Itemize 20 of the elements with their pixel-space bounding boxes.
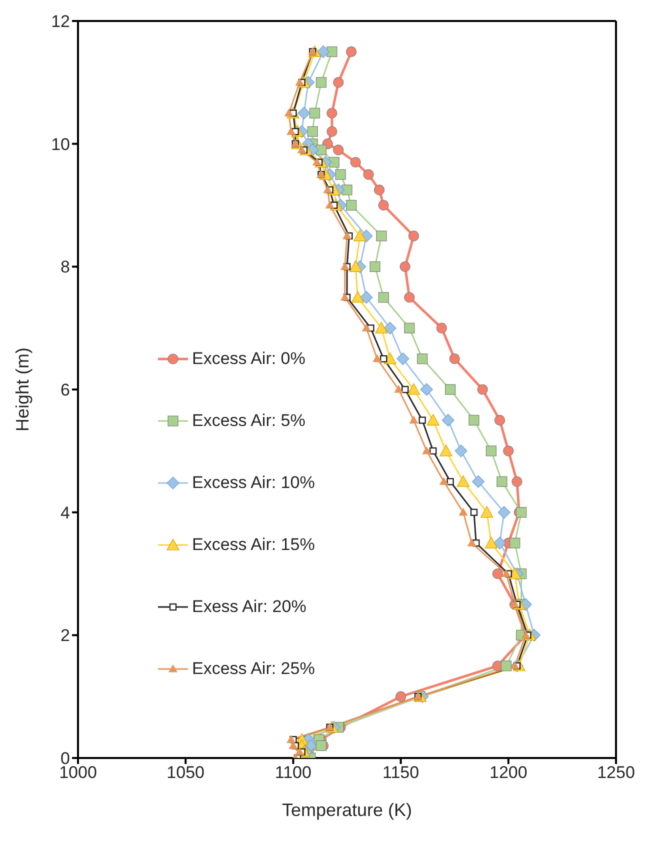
x-tick-label: 1050 [166,763,205,782]
legend-label: Excess Air: 15% [192,535,315,555]
y-tick-label: 12 [51,12,70,32]
y-tick-label: 8 [60,258,70,277]
y-tick-label: 4 [60,503,70,522]
x-tick-label: 1000 [59,763,97,782]
legend-label: Excess Air: 0% [192,349,306,369]
y-axis-title: Height (m) [12,347,32,432]
x-tick-label: 1150 [382,763,420,782]
y-tick-label: 2 [60,626,70,646]
legend-label: Excess Air: 25% [192,659,315,679]
y-tick-label: 10 [51,134,70,154]
x-axis-title: Temperature (K) [282,800,412,820]
legend-label: Excess Air: 10% [192,473,315,493]
legend-label: Exess Air: 20% [192,597,306,617]
y-tick-label: 6 [60,380,70,400]
x-tick-label: 1250 [597,763,635,782]
legend-label: Excess Air: 5% [192,411,306,431]
x-tick-label: 1200 [489,763,528,782]
x-tick-label: 1100 [274,763,312,782]
